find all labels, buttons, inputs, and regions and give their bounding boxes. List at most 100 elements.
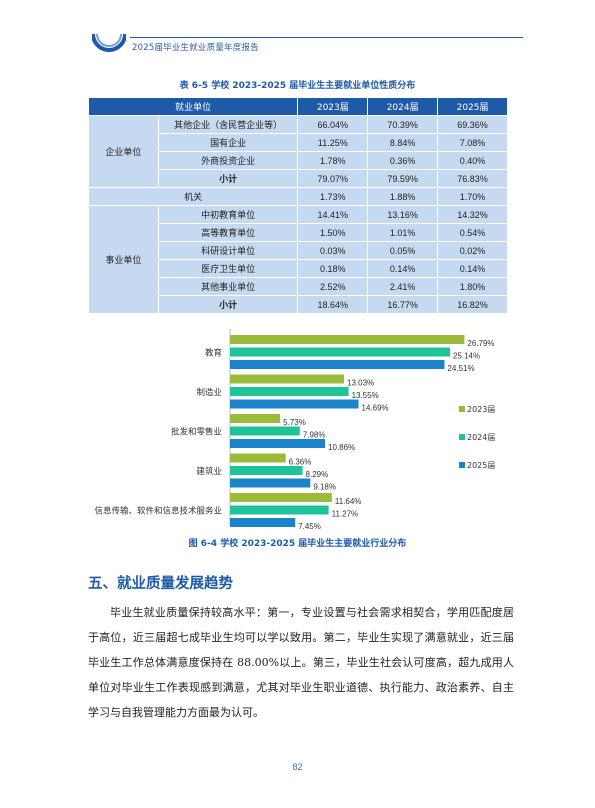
- chart-category-label: 教育: [205, 348, 222, 359]
- chart-bar: [230, 518, 296, 527]
- header-title: 2025届毕业生就业质量年度报告: [132, 43, 259, 53]
- table-row: 科研设计单位 0.03% 0.05% 0.02%: [89, 241, 508, 260]
- chart-bar: [230, 478, 311, 488]
- table-row: 外商投资企业 1.78% 0.36% 0.40%: [89, 151, 508, 170]
- cell-value: 2.41%: [367, 277, 439, 296]
- cell-value: 7.08%: [437, 133, 508, 152]
- cell-value: 14.41%: [297, 205, 369, 224]
- row-label: 小计: [157, 295, 299, 314]
- cell-value: 1.50%: [297, 223, 369, 242]
- chart-bar: [230, 387, 349, 396]
- row-label: 外商投资企业: [157, 151, 299, 170]
- paragraph-text: 毕业生就业质量保持较高水平：第一，专业设置与社会需求相契合，学用匹配度居于高位，…: [88, 606, 514, 719]
- cell-value: 79.59%: [367, 169, 439, 188]
- table-row: 医疗卫生单位 0.18% 0.14% 0.14%: [89, 259, 508, 278]
- row-label: 医疗卫生单位: [157, 259, 299, 278]
- row-label: 小计: [157, 169, 299, 188]
- cell-value: 0.54%: [437, 223, 508, 242]
- chart-data-label: 26.79%: [467, 339, 494, 348]
- chart-data-label: 10.86%: [328, 443, 355, 452]
- chart-legend-swatch: [459, 406, 465, 412]
- row-label: 其他企业（含民营企业等）: [157, 115, 299, 134]
- cell-value: 14.32%: [437, 205, 508, 224]
- row-label: 国有企业: [157, 133, 299, 152]
- cell-value: 0.40%: [437, 151, 508, 170]
- chart-bar: [230, 505, 329, 515]
- chart-legend-label: 2024届: [467, 433, 495, 442]
- table-header: 就业单位: [87, 97, 299, 116]
- chart-data-label: 9.18%: [313, 483, 336, 492]
- employer-type-table: 就业单位 2023届 2024届 2025届 企业单位 其他企业（含民营企业等）…: [87, 97, 508, 314]
- chart-legend-label: 2023届: [467, 405, 495, 414]
- chart-data-label: 13.55%: [352, 391, 379, 400]
- cell-value: 1.80%: [437, 277, 508, 296]
- group-label: 事业单位: [88, 205, 159, 314]
- cell-value: 16.77%: [367, 295, 439, 314]
- page-header: 2025届毕业生就业质量年度报告: [0, 0, 595, 60]
- cell-value: 70.39%: [367, 115, 439, 134]
- table-caption: 表 6-5 学校 2023-2025 届毕业生主要就业单位性质分布: [179, 81, 416, 91]
- chart-bar: [230, 335, 465, 344]
- table-header: 2024届: [367, 97, 439, 116]
- chart-caption: 图 6-4 学校 2023-2025 届毕业生主要就业行业分布: [188, 539, 407, 549]
- cell-value: 66.04%: [297, 115, 369, 134]
- chart-data-label: 7.45%: [298, 522, 321, 530]
- table-row: 事业单位 中初教育单位 14.41% 13.16% 14.32%: [88, 205, 508, 314]
- chart-data-label: 5.73%: [283, 418, 306, 427]
- chart-data-label: 11.27%: [332, 510, 359, 519]
- chart-bar: [230, 347, 450, 357]
- chart-data-label: 6.36%: [289, 458, 312, 467]
- cell-value: 11.25%: [297, 133, 369, 152]
- table-row: 企业单位 其他企业（含民营企业等） 66.04% 70.39% 69.36%: [88, 115, 508, 188]
- table-header: 2025届: [437, 97, 508, 116]
- cell-value: 1.70%: [437, 187, 508, 206]
- chart-bar: [230, 439, 326, 448]
- cell-value: 8.84%: [367, 133, 439, 152]
- chart-data-label: 7.98%: [303, 431, 326, 440]
- cell-value: 0.14%: [437, 259, 508, 278]
- cell-value: 16.82%: [437, 295, 508, 314]
- cell-value: 0.03%: [297, 241, 369, 260]
- chart-legend-swatch: [459, 462, 465, 468]
- cell-value: 1.73%: [297, 187, 369, 206]
- cell-value: 0.02%: [437, 241, 508, 260]
- cell-value: 18.64%: [297, 295, 369, 314]
- chart-data-label: 25.14%: [453, 352, 480, 361]
- table-row-subtotal: 小计 18.64% 16.77% 16.82%: [89, 295, 508, 314]
- cell-value: 13.16%: [367, 205, 439, 224]
- chart-bar: [230, 466, 303, 475]
- row-label: 其他事业单位: [157, 277, 299, 296]
- row-label: 高等教育单位: [157, 223, 299, 242]
- chart-bar: [230, 399, 359, 409]
- cell-value: 69.36%: [437, 115, 508, 134]
- table-row: 高等教育单位 1.50% 1.01% 0.54%: [89, 223, 508, 242]
- chart-category-label: 建筑业: [196, 466, 222, 477]
- cell-value: 1.01%: [367, 223, 439, 242]
- section-paragraph: 毕业生就业质量保持较高水平：第一，专业设置与社会需求相契合，学用匹配度居于高位，…: [88, 600, 514, 725]
- chart-legend-label: 2025届: [467, 461, 495, 470]
- table-row: 机关 1.73% 1.88% 1.70%: [87, 187, 508, 206]
- cell-value: 1.88%: [367, 187, 439, 206]
- group-label: 企业单位: [88, 115, 159, 188]
- cell-value: 0.14%: [367, 259, 439, 278]
- cell-value: 2.52%: [297, 277, 369, 296]
- school-logo-icon: [92, 33, 126, 52]
- section-title: 五、就业质量发展趋势: [88, 576, 233, 592]
- table-header-row: 就业单位 2023届 2024届 2025届: [87, 97, 508, 116]
- chart-data-label: 14.69%: [362, 404, 389, 413]
- chart-category-label: 制造业: [196, 387, 222, 398]
- cell-value: 0.18%: [297, 259, 369, 278]
- chart-legend-swatch: [459, 434, 465, 440]
- cell-value: 76.83%: [437, 169, 508, 188]
- chart-data-label: 24.51%: [447, 364, 474, 373]
- chart-bar: [230, 493, 332, 502]
- industry-bar-chart: 26.79% 25.14% 24.51% 教育 13.03% 13.55% 14.69% 制造…: [94, 329, 495, 530]
- chart-data-label: 8.29%: [306, 470, 329, 479]
- row-label: 中初教育单位: [157, 205, 299, 224]
- cell-value: 79.07%: [297, 169, 369, 188]
- cell-value: 1.78%: [297, 151, 369, 170]
- chart-bar: [230, 426, 300, 436]
- chart-bar: [230, 360, 445, 369]
- page-number: 82: [292, 762, 303, 772]
- group-label: 机关: [87, 187, 299, 206]
